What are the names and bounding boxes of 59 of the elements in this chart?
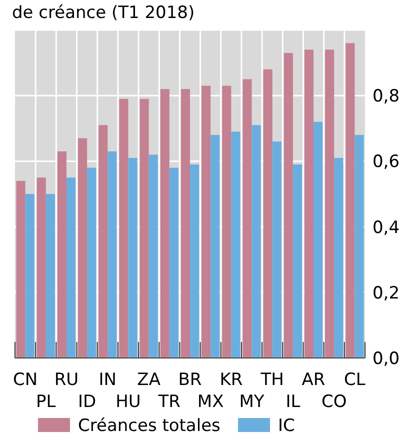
x-tick-label: TH — [260, 370, 284, 390]
x-tick-label: KR — [220, 370, 243, 390]
bar — [202, 86, 211, 358]
chart-title: de créance (T1 2018) — [12, 3, 195, 23]
bar — [272, 142, 282, 358]
bar — [346, 43, 355, 358]
bar — [334, 158, 344, 358]
x-tick-label: ZA — [137, 370, 161, 390]
bar — [180, 89, 190, 358]
bar — [190, 164, 200, 358]
x-tick-label: IN — [98, 370, 117, 390]
y-tick-label: 0,4 — [372, 218, 400, 238]
x-tick-label: BR — [178, 370, 202, 390]
bar — [252, 125, 261, 358]
bar — [57, 151, 66, 358]
bar — [354, 134, 364, 358]
bar — [36, 178, 46, 358]
bar — [169, 168, 178, 358]
y-tick-label: 0,0 — [372, 348, 400, 369]
legend-label: Créances totales — [78, 416, 221, 436]
x-tick-label: MY — [239, 392, 265, 412]
x-tick-label: IL — [286, 392, 301, 412]
x-tick-label: CO — [321, 392, 347, 412]
bar — [222, 86, 232, 358]
bar — [25, 194, 34, 358]
bar — [78, 138, 88, 358]
x-tick-label: PL — [36, 392, 56, 412]
x-tick-label: AR — [302, 370, 326, 390]
x-tick-label: ID — [78, 392, 96, 412]
y-tick-label: 0,8 — [372, 86, 400, 107]
bar — [140, 98, 149, 358]
bar — [66, 178, 76, 358]
bar — [148, 154, 158, 358]
bar — [160, 89, 170, 358]
x-tick-label: CN — [12, 370, 38, 390]
x-tick-label: MX — [197, 392, 224, 412]
x-tick-label: CL — [344, 370, 366, 390]
y-tick-label: 0,6 — [372, 152, 400, 172]
bar — [108, 151, 117, 358]
bar — [263, 69, 272, 358]
bar — [292, 164, 302, 358]
y-tick-label: 0,2 — [372, 283, 400, 304]
bar — [46, 194, 55, 358]
bar — [325, 50, 334, 358]
legend-label: IC — [278, 416, 295, 436]
x-tick-label: RU — [54, 370, 79, 390]
bar — [98, 125, 108, 358]
bar — [304, 50, 314, 358]
bar — [284, 52, 293, 358]
x-tick-label: HU — [116, 392, 141, 412]
bar — [119, 98, 128, 358]
bar — [210, 134, 220, 358]
x-tick-label: TR — [157, 392, 181, 412]
bar — [16, 180, 26, 358]
bar — [87, 168, 96, 358]
bar — [231, 132, 240, 358]
bar — [314, 122, 323, 358]
bar — [242, 79, 252, 358]
bar — [128, 158, 138, 358]
